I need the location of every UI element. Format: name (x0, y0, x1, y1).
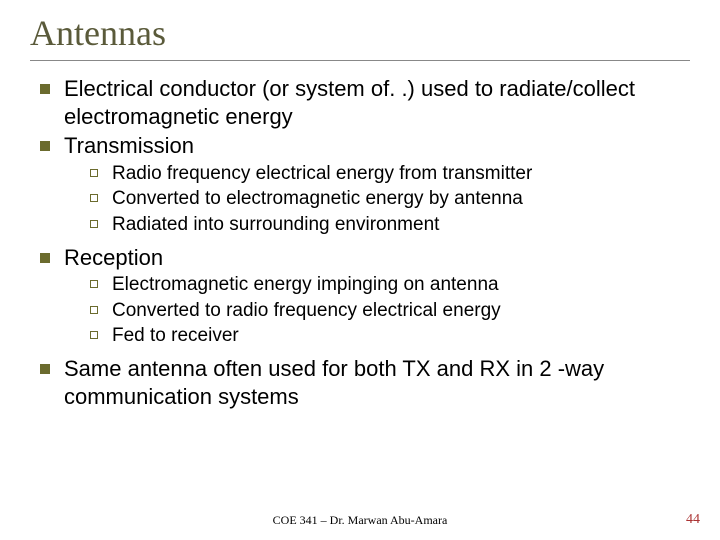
sub-bullet-text: Radiated into surrounding environment (112, 213, 439, 238)
sub-bullet-item: Electromagnetic energy impinging on ante… (90, 273, 690, 298)
sub-bullet-item: Radiated into surrounding environment (90, 213, 690, 238)
hollow-square-icon (90, 169, 98, 177)
sub-bullet-item: Converted to radio frequency electrical … (90, 299, 690, 324)
sub-bullet-item: Fed to receiver (90, 324, 690, 349)
hollow-square-icon (90, 331, 98, 339)
bullet-text: Electrical conductor (or system of. .) u… (64, 75, 690, 130)
sub-bullet-item: Converted to electromagnetic energy by a… (90, 187, 690, 212)
hollow-square-icon (90, 220, 98, 228)
bullet-item: Reception (40, 244, 690, 272)
slide-content: Electrical conductor (or system of. .) u… (30, 75, 690, 410)
slide-title: Antennas (30, 12, 690, 61)
sub-bullet-text: Fed to receiver (112, 324, 239, 349)
bullet-item: Transmission (40, 132, 690, 160)
sub-bullet-text: Converted to electromagnetic energy by a… (112, 187, 523, 212)
bullet-text: Same antenna often used for both TX and … (64, 355, 690, 410)
hollow-square-icon (90, 306, 98, 314)
bullet-item: Same antenna often used for both TX and … (40, 355, 690, 410)
hollow-square-icon (90, 280, 98, 288)
sub-list: Electromagnetic energy impinging on ante… (40, 273, 690, 349)
sub-bullet-item: Radio frequency electrical energy from t… (90, 162, 690, 187)
square-bullet-icon (40, 364, 50, 374)
bullet-item: Electrical conductor (or system of. .) u… (40, 75, 690, 130)
square-bullet-icon (40, 84, 50, 94)
sub-list: Radio frequency electrical energy from t… (40, 162, 690, 238)
sub-bullet-text: Electromagnetic energy impinging on ante… (112, 273, 499, 298)
hollow-square-icon (90, 194, 98, 202)
sub-bullet-text: Converted to radio frequency electrical … (112, 299, 501, 324)
sub-bullet-text: Radio frequency electrical energy from t… (112, 162, 532, 187)
page-number: 44 (686, 512, 700, 528)
slide: Antennas Electrical conductor (or system… (0, 0, 720, 540)
bullet-text: Transmission (64, 132, 194, 160)
bullet-text: Reception (64, 244, 163, 272)
square-bullet-icon (40, 253, 50, 263)
square-bullet-icon (40, 141, 50, 151)
footer-text: COE 341 – Dr. Marwan Abu-Amara (0, 513, 720, 528)
